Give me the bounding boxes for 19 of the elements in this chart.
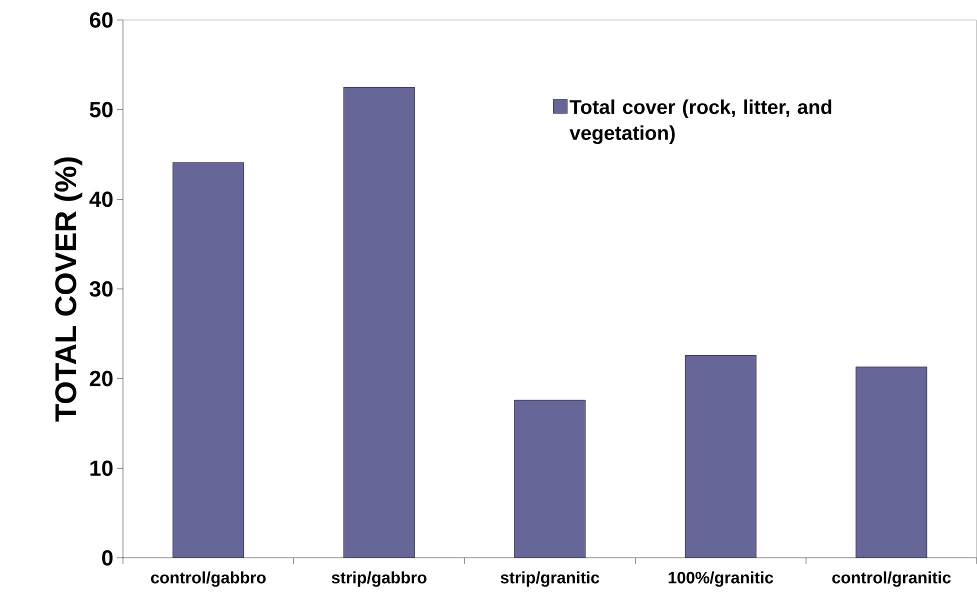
x-tick-label: strip/granitic xyxy=(500,571,600,587)
bar xyxy=(856,366,928,558)
y-tick-label: 20 xyxy=(90,370,113,386)
legend-label: Total cover (rock, litter, and vegetation) xyxy=(570,100,832,144)
x-tick-label: strip/gabbro xyxy=(332,571,426,587)
y-tick-label: 50 xyxy=(90,102,113,118)
x-tick-label: control/granitic xyxy=(832,571,951,587)
y-tick-label: 0 xyxy=(102,550,113,566)
x-tick-label: 100%/granitic xyxy=(668,571,774,587)
bar xyxy=(514,400,586,558)
y-tick-label: 60 xyxy=(90,12,113,28)
bar xyxy=(684,355,756,558)
bar xyxy=(343,87,415,558)
y-tick-label: 30 xyxy=(90,281,113,297)
bar xyxy=(172,162,244,558)
y-tick-label: 10 xyxy=(90,460,113,476)
y-axis-title: TOTAL COVER (%) xyxy=(54,157,82,422)
y-tick-label: 40 xyxy=(89,192,113,208)
x-tick-label: control/gabbro xyxy=(151,571,266,587)
